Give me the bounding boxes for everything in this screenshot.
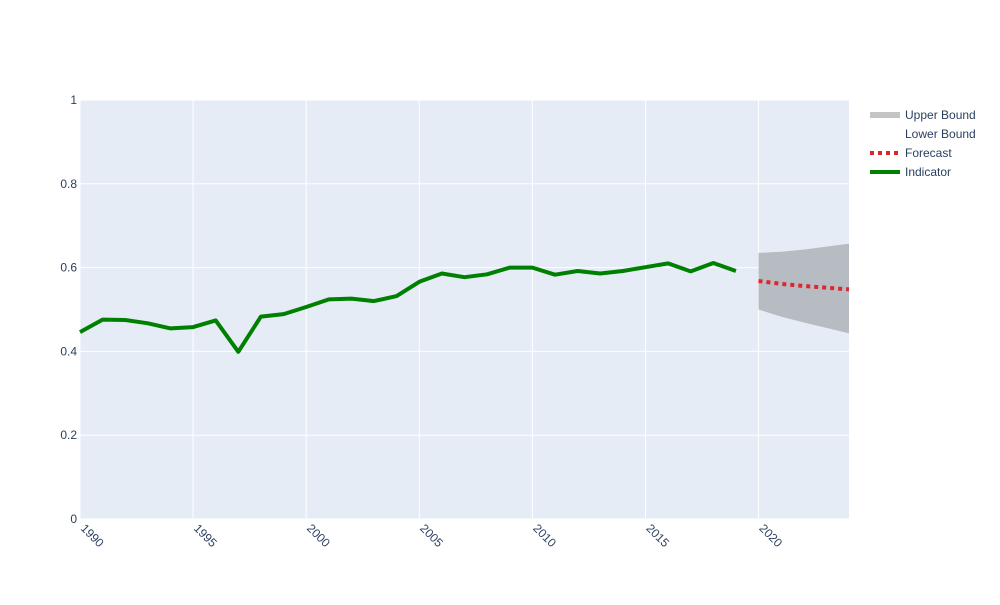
y-tick-labels: 0 0.2 0.4 0.6 0.8 1 <box>60 93 77 526</box>
y-gridlines <box>80 99 849 520</box>
forecast-line <box>758 279 850 292</box>
x-tick-labels: 1990 1995 2000 2005 2010 2015 2020 <box>78 521 786 550</box>
legend-label: Indicator <box>905 165 951 179</box>
legend-label: Upper Bound <box>905 108 976 122</box>
legend-item-upper-bound[interactable]: Upper Bound <box>870 108 976 122</box>
y-tick-label: 0.2 <box>60 428 77 442</box>
series-layer <box>79 261 850 354</box>
x-tick-label: 2020 <box>756 521 785 550</box>
x-tick-label: 1995 <box>191 521 220 550</box>
y-tick-label: 1 <box>70 93 77 107</box>
legend-item-indicator[interactable]: Indicator <box>870 165 951 179</box>
y-tick-label: 0 <box>70 512 77 526</box>
indicator-line <box>79 261 737 354</box>
legend-item-lower-bound[interactable]: Lower Bound <box>905 127 976 141</box>
legend-item-forecast[interactable]: Forecast <box>870 146 952 160</box>
x-tick-label: 2015 <box>643 521 672 550</box>
x-tick-label: 1990 <box>78 521 107 550</box>
confidence-band-layer <box>758 243 849 334</box>
confidence-band-area <box>758 243 849 334</box>
x-tick-label: 2000 <box>304 521 333 550</box>
plot-background <box>80 100 849 519</box>
y-tick-label: 0.4 <box>60 344 77 358</box>
y-tick-label: 0.6 <box>60 261 77 275</box>
legend-label: Forecast <box>905 146 952 160</box>
legend-label: Lower Bound <box>905 127 976 141</box>
y-tick-label: 0.8 <box>60 177 77 191</box>
x-tick-label: 2010 <box>530 521 559 550</box>
x-tick-label: 2005 <box>417 521 446 550</box>
legend[interactable]: Upper Bound Lower Bound Forecast Indicator <box>870 108 976 179</box>
